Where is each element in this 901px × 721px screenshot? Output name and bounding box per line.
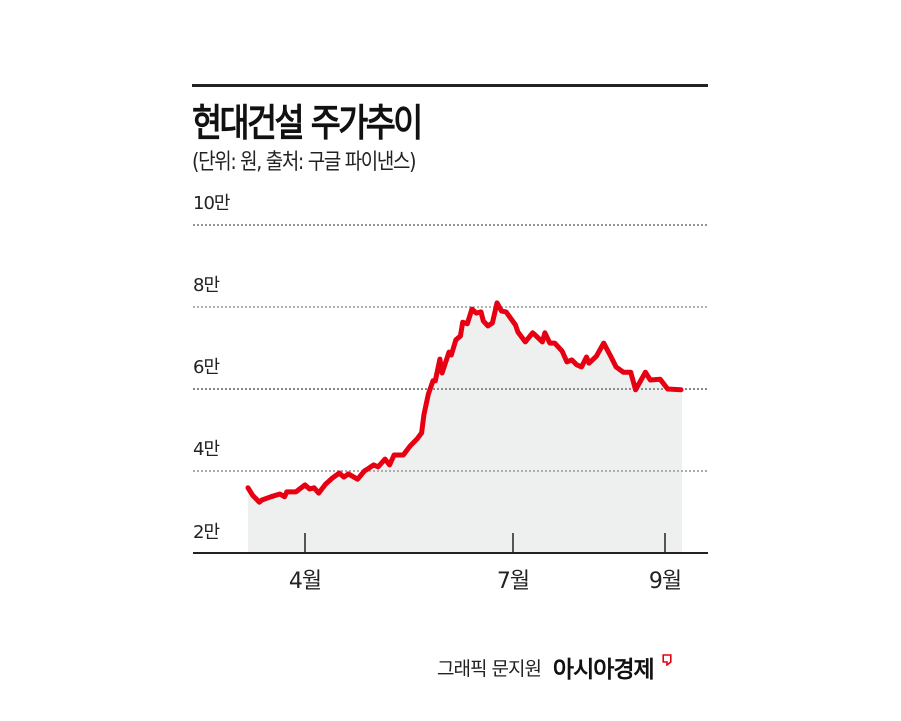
x-tick-label-jul: 7월 [496,569,530,594]
x-axis [193,533,708,554]
price-line-series [245,300,684,505]
gridlines-over-fill [193,388,708,472]
x-tick-label-sep: 9월 [648,569,682,594]
graphic-credit: 그래픽 문지원 [437,657,542,680]
y-tick-label-20000: 2만 [193,522,220,543]
chart-title: 현대건설 주가추이 [192,101,423,145]
publisher-name: 아시아경제 [552,657,655,683]
x-tick-label-apr: 4월 [288,569,322,594]
top-rule-divider [192,84,708,87]
publisher-logo-icon [662,654,672,666]
y-tick-label-60000: 6만 [193,357,220,378]
chart-subtitle: (단위: 원, 출처: 구글 파이낸스) [192,150,417,175]
y-tick-label-80000: 8만 [193,275,220,296]
footer-credit: 그래픽 문지원 아시아경제 [437,652,672,683]
area-fill [248,302,682,553]
y-tick-label-40000: 4만 [193,439,220,460]
y-tick-label-100000: 10만 [193,193,230,214]
